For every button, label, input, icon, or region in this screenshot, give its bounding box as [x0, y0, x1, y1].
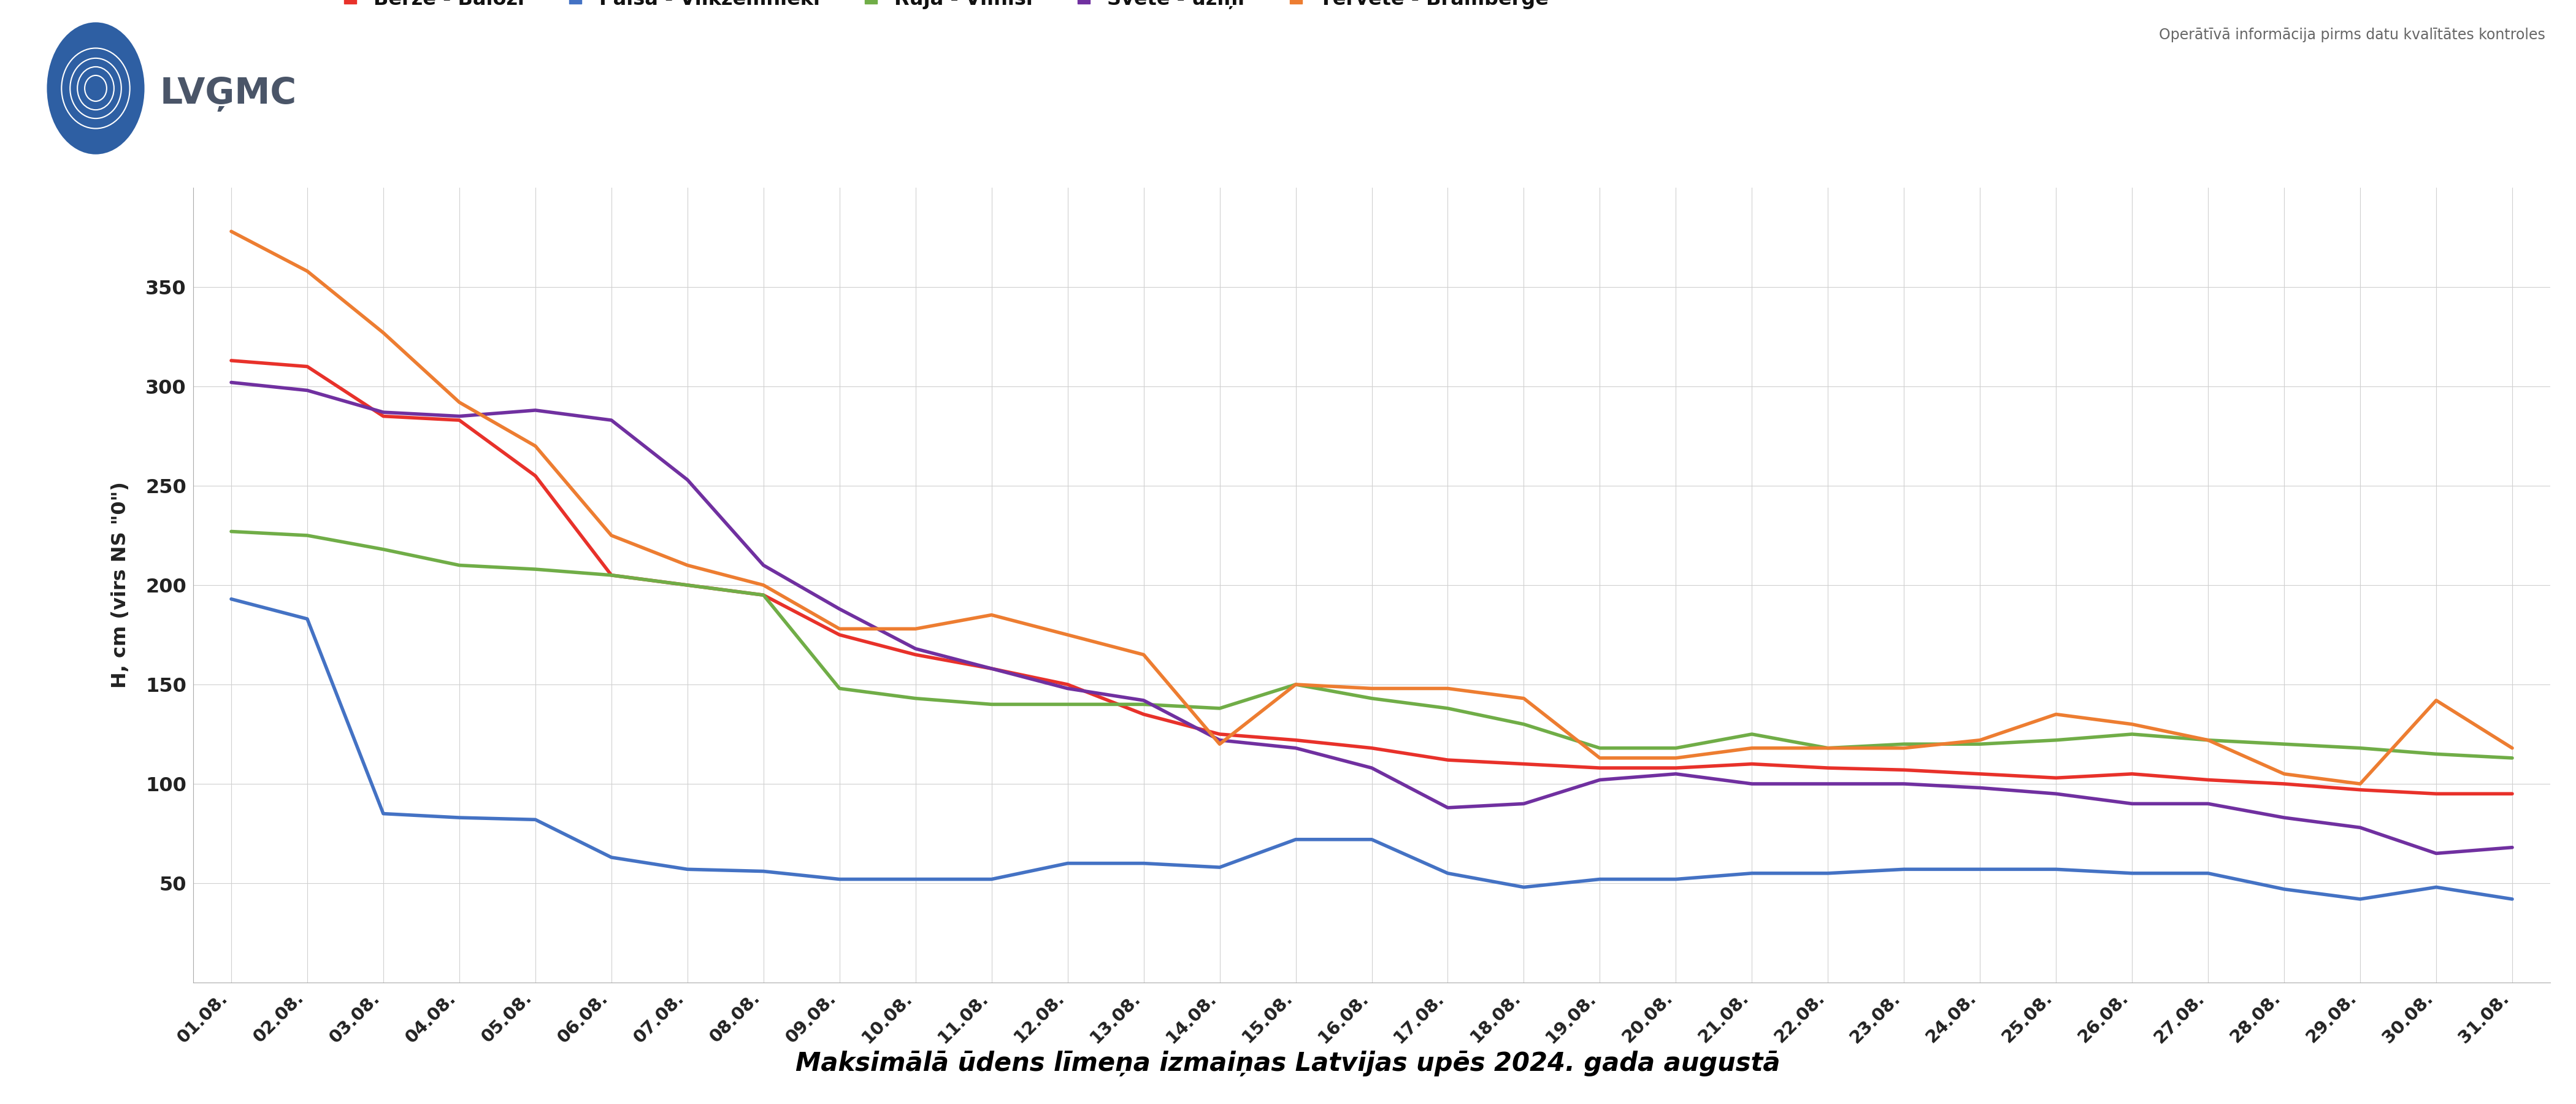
Y-axis label: H, cm (virs NS "0"): H, cm (virs NS "0") — [111, 481, 129, 689]
Legend: Bērze - Baloži, Palsa - Vilkzemnieki, Rūja - Vilnīši, Svēte - ūziņi, Tērvete - B: Bērze - Baloži, Palsa - Vilkzemnieki, Rū… — [332, 0, 1553, 14]
Ellipse shape — [46, 22, 144, 155]
Text: Maksimālā ūdens līmeņa izmaiņas Latvijas upēs 2024. gada augustā: Maksimālā ūdens līmeņa izmaiņas Latvijas… — [796, 1051, 1780, 1076]
Text: LVĢMC: LVĢMC — [160, 76, 296, 112]
Text: Operātīvā informācija pirms datu kvalītātes kontroles: Operātīvā informācija pirms datu kvalītā… — [2159, 28, 2545, 42]
